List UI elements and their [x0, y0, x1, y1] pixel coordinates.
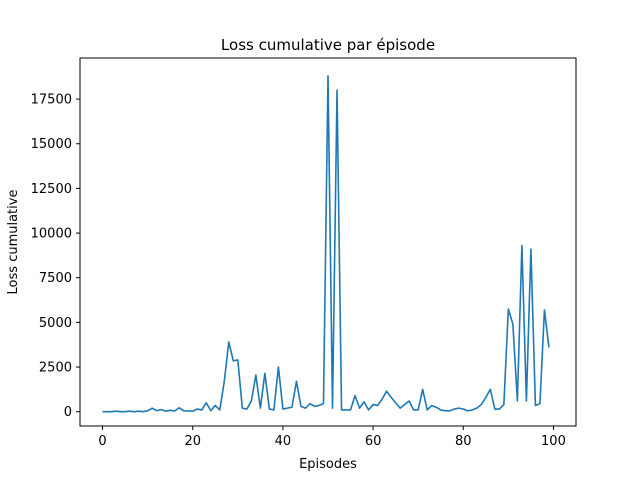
x-tick-label: 40 [275, 434, 292, 449]
y-tick-label: 7500 [39, 271, 72, 286]
x-tick-label: 60 [365, 434, 382, 449]
y-axis: 0 2500 5000 7500 10000 12500 15000 17500 [31, 93, 80, 420]
y-tick-label: 17500 [31, 93, 72, 108]
series-layer [102, 75, 550, 413]
x-tick-label: 20 [184, 434, 201, 449]
x-tick-label: 80 [455, 434, 472, 449]
series-line [102, 75, 550, 413]
plot-area-frame [79, 57, 577, 427]
y-tick-label: 10000 [31, 227, 72, 242]
y-tick-label: 2500 [39, 361, 72, 376]
y-tick-label: 12500 [31, 182, 72, 197]
y-tick-label: 5000 [39, 316, 72, 331]
chart-title: Loss cumulative par épisode [221, 36, 435, 54]
y-tick-label: 0 [64, 405, 72, 420]
x-axis: 0 20 40 60 80 100 [98, 426, 566, 449]
y-tick-label: 15000 [31, 137, 72, 152]
x-tick-label: 0 [98, 434, 106, 449]
x-axis-label: Episodes [299, 457, 357, 472]
y-axis-label: Loss cumulative [6, 190, 21, 295]
x-tick-label: 100 [541, 434, 566, 449]
